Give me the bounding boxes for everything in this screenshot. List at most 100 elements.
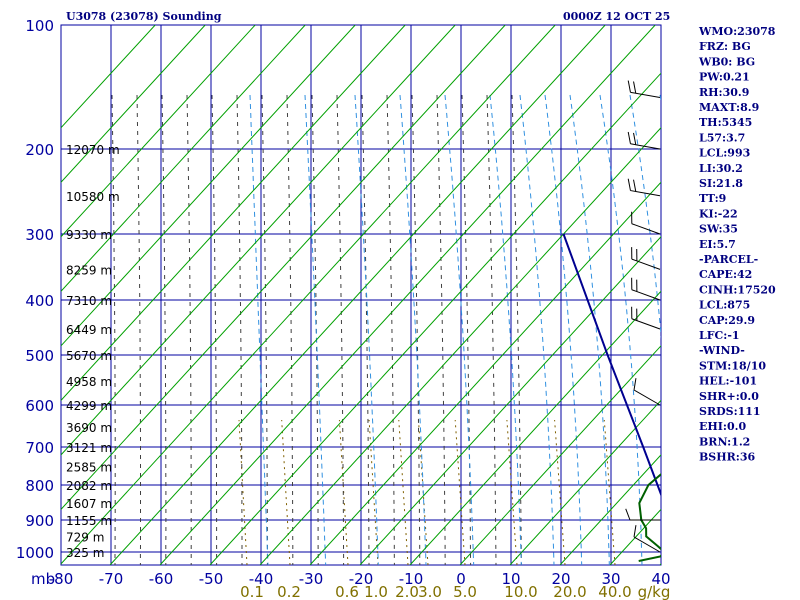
- height-label: 2082 m: [66, 479, 112, 493]
- wind-barb-staff: [633, 536, 661, 553]
- stat-line: SI:21.8: [699, 177, 743, 190]
- moist-adiabat-line: [569, 94, 610, 565]
- height-label: 4958 m: [66, 375, 112, 389]
- isotherm-line: [61, 25, 306, 293]
- stat-line: TT:9: [699, 192, 726, 205]
- dry-adiabat-line: [511, 94, 522, 565]
- stat-line: EHI:0.0: [699, 420, 746, 433]
- wind-barb-tick: [633, 378, 637, 391]
- mixing-ratio-label: g/kg: [638, 583, 671, 600]
- dry-adiabat-line: [236, 94, 243, 565]
- stat-line: L57:3.7: [699, 131, 745, 144]
- stat-line: HEL:-101: [699, 375, 757, 388]
- temperature-tick-label: -40: [249, 570, 274, 588]
- wind-barb-tick: [633, 81, 637, 94]
- stat-line: TH:5345: [699, 116, 752, 129]
- dry-adiabat-line: [186, 94, 192, 565]
- wind-barb-tick: [633, 179, 637, 192]
- isotherm-line: [61, 25, 356, 347]
- pressure-tick-label: 700: [25, 439, 54, 457]
- temperature-tick-label: 0: [456, 570, 466, 588]
- wind-barb-staff: [630, 91, 661, 99]
- stat-line: LCL:875: [699, 299, 750, 312]
- isotherm-line: [61, 25, 456, 456]
- moist-adiabat-line: [249, 94, 269, 565]
- pressure-tick-label: 600: [25, 397, 54, 415]
- moist-adiabat-line: [489, 94, 522, 565]
- wind-barb-tick: [633, 525, 637, 538]
- dry-adiabat-line: [136, 94, 141, 565]
- mixing-ratio-label: 10.0: [504, 583, 537, 600]
- wind-barb: [627, 80, 661, 99]
- moist-adiabat-line: [599, 94, 643, 565]
- mixing-ratio-label: 2.0: [395, 583, 419, 600]
- stat-line: MAXT:8.9: [699, 101, 759, 114]
- pressure-tick-label: 500: [25, 347, 54, 365]
- dry-adiabat-line: [336, 94, 345, 565]
- mixing-ratio-line: [554, 419, 566, 565]
- temperature-tick-label: 30: [601, 570, 620, 588]
- mixing-ratio-line: [603, 419, 616, 565]
- stat-line: LI:30.2: [699, 162, 743, 175]
- mixing-ratio-line: [281, 419, 291, 565]
- stat-line: BSHR:36: [699, 451, 755, 464]
- temperature-tick-label: -30: [299, 570, 324, 588]
- dry-adiabat-line: [436, 94, 446, 565]
- moist-adiabat-line: [519, 94, 555, 565]
- isotherm-line: [61, 25, 506, 511]
- dry-adiabat-line: [286, 94, 294, 565]
- pressure-tick-label: 1000: [16, 544, 54, 562]
- stat-line: -WIND-: [699, 344, 745, 357]
- stat-line: WB0: BG: [698, 55, 755, 68]
- temperature-tick-label: -70: [99, 570, 124, 588]
- pressure-tick-label: 200: [25, 141, 54, 159]
- wind-barb-tick: [627, 178, 631, 191]
- dry-adiabat-line: [311, 94, 319, 565]
- isotherm-line: [61, 25, 256, 238]
- wind-barb-tick: [633, 132, 637, 145]
- wind-barb: [627, 178, 661, 197]
- isotherm-line: [309, 181, 661, 565]
- wind-barb: [627, 131, 661, 150]
- wind-barb-tick: [627, 131, 631, 144]
- dry-adiabat-line: [161, 94, 167, 565]
- parcel-path-line: [562, 233, 661, 498]
- mixing-ratio-label: 3.0: [418, 583, 442, 600]
- isotherm-line: [61, 25, 406, 402]
- height-label: 4299 m: [66, 399, 112, 413]
- isotherm-line: [509, 399, 661, 565]
- wind-barb-staff: [631, 318, 661, 330]
- height-label: 10580 m: [66, 190, 120, 204]
- isotherm-line: [459, 345, 661, 565]
- pressure-tick-label: 400: [25, 292, 54, 310]
- pressure-tick-label: 100: [25, 17, 54, 35]
- isotherm-line: [109, 25, 606, 565]
- wind-barb-tick: [625, 508, 631, 521]
- wind-barb-staff: [633, 389, 661, 406]
- moist-adiabat-line: [304, 94, 327, 565]
- stat-line: LFC:-1: [699, 329, 740, 342]
- pressure-tick-label: 900: [25, 512, 54, 530]
- height-label: 3121 m: [66, 441, 112, 455]
- height-label: 1155 m: [66, 514, 112, 528]
- isotherm-line: [409, 290, 661, 565]
- height-label: 7310 m: [66, 294, 112, 308]
- dry-adiabat-line: [386, 94, 395, 565]
- chart-datetime: 0000Z 12 OCT 25: [563, 10, 670, 23]
- mixing-ratio-label: 20.0: [553, 583, 586, 600]
- wind-barb: [631, 211, 661, 235]
- mixing-ratio-label: 0.1: [240, 583, 264, 600]
- wind-barb: [625, 508, 660, 521]
- mixing-ratio-lines: [238, 419, 616, 565]
- chart-title: U3078 (23078) Sounding: [66, 10, 222, 23]
- isotherm-line: [159, 25, 656, 565]
- wind-barbs: [625, 80, 661, 553]
- mixing-ratio-line: [238, 419, 248, 565]
- temperature-tick-label: -80: [49, 570, 74, 588]
- background-grid: [60, 24, 662, 566]
- stat-line: PW:0.21: [699, 71, 750, 84]
- temperature-tick-label: 40: [651, 570, 670, 588]
- isotherm-line: [61, 25, 556, 565]
- height-label: 325 m: [66, 546, 104, 560]
